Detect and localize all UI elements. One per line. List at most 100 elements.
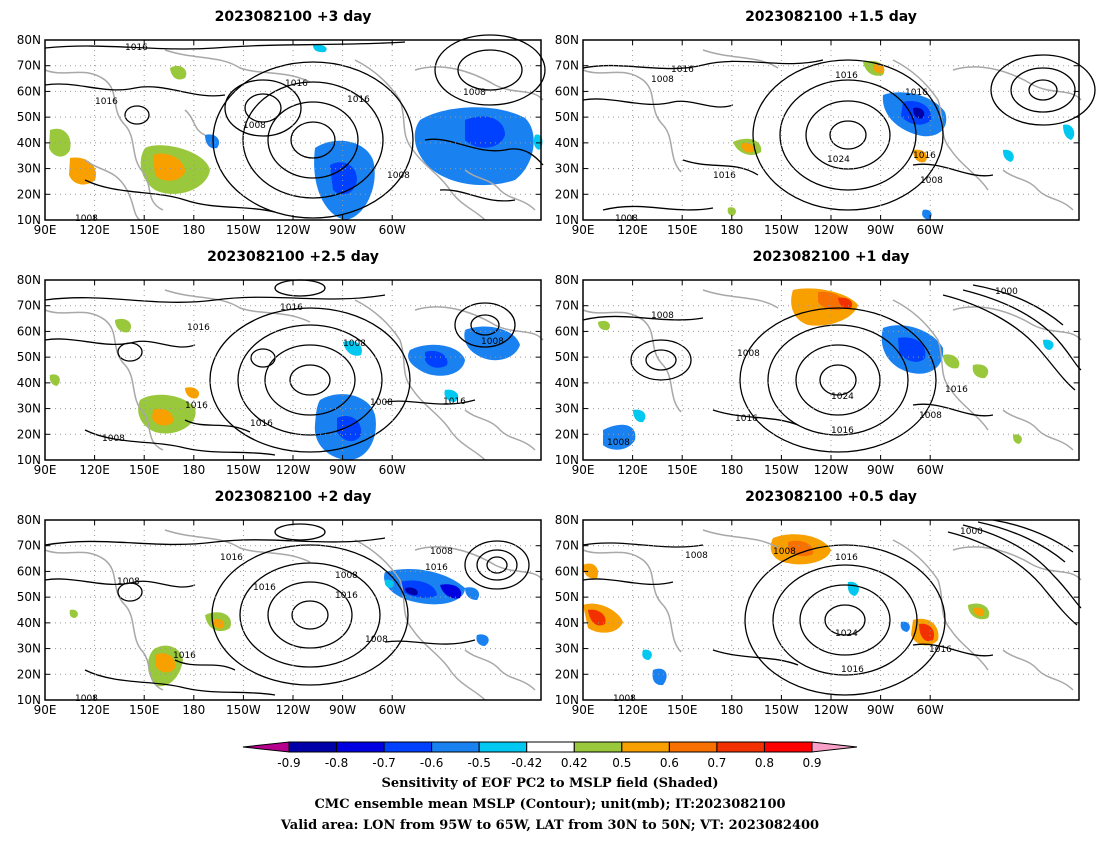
lat-tick-label: 70N [555,59,579,73]
lat-tick-label: 60N [555,564,579,578]
lon-tick-label: 120E [79,463,110,477]
lat-tick-label: 30N [17,162,41,176]
lon-tick-label: 90W [867,463,894,477]
colorbar-box [478,741,528,753]
lat-tick-label: 80N [17,33,41,47]
contour-label: 1016 [347,95,370,105]
contour-label: 1016 [250,419,273,429]
contour-label: 1000 [960,527,983,537]
contour-label: 1016 [913,151,936,161]
lat-tick-label: 20N [17,187,41,201]
colorbar-tick-label: 0.6 [660,756,679,770]
colorbar-tick-label: 0.7 [707,756,726,770]
contour-label: 1008 [117,577,140,587]
lat-tick-label: 30N [17,402,41,416]
colorbar-box [383,741,433,753]
lon-tick-label: 180 [182,463,205,477]
map-frame: 10N 20N 30N 40N 50N 60N 70N 80N 90E 120E 150E 180 15… [555,33,1080,237]
lon-tick-label: 120W [276,463,311,477]
contour-label: 1016 [187,323,210,333]
colorbar-box [621,741,670,753]
lon-tick-label: 60W [379,463,406,477]
shading-layer [583,534,990,686]
contour-labels: 1016 1016 1016 1016 1016 1008 1008 1008 … [75,547,453,704]
lon-tick-label: 120W [276,703,311,717]
contour-label: 1008 [651,75,674,85]
contour-label: 1016 [929,645,952,655]
coastline-layer [44,289,544,461]
contour-label: 1016 [835,71,858,81]
lon-tick-label: 150W [226,223,261,237]
contour-label: 1016 [425,563,448,573]
lon-tick-label: 120W [814,703,849,717]
colorbar-labels: -0.9 -0.8 -0.7 -0.6 -0.5 -0.42 0.42 0.5 0.6 0.7 0.… [277,756,821,770]
colorbar: -0.9 -0.8 -0.7 -0.6 -0.5 -0.42 0.42 0.5 0.6 0.7 0.… [242,741,858,770]
contour-label: 1008 [607,438,630,448]
lat-tick-label: 40N [17,136,41,150]
contour-label: 1008 [737,349,760,359]
lat-tick-label: 30N [17,642,41,656]
lon-tick-label: 120E [617,463,648,477]
contour-layer [582,54,1096,211]
colorbar-tick-label: -0.42 [511,756,542,770]
contour-label: 1016 [841,665,864,675]
lat-tick-label: 60N [555,84,579,98]
colorbar-box [336,741,385,753]
contour-label: 1008 [75,214,98,224]
colorbar-tick-label: 0.42 [561,756,588,770]
contour-label: 1008 [651,311,674,321]
map-panel-plus2-5day: 2023082100 +2.5 day [17,249,544,477]
contour-label: 1016 [173,651,196,661]
lat-tick-label: 80N [555,273,579,287]
contour-labels: 1000 1008 1008 1016 1024 1016 1016 1008 [613,527,983,704]
lon-tick-label: 120E [617,703,648,717]
lat-tick-label: 20N [555,667,579,681]
map-panel-plus1day: 2023082100 +1 day [555,249,1082,477]
lat-tick-label: 50N [17,590,41,604]
colorbar-tick-label: -0.8 [325,756,348,770]
lat-tick-label: 10N [17,453,41,467]
contour-label: 1008 [613,694,636,704]
contour-label: 1008 [335,571,358,581]
contour-label: 1008 [365,635,388,645]
shading-layer [49,44,543,220]
lat-tick-label: 60N [17,324,41,338]
lon-tick-label: 150E [667,703,698,717]
lat-tick-label: 50N [555,350,579,364]
lon-tick-label: 120W [814,463,849,477]
map-frame: 10N 20N 30N 40N 50N 60N 70N 80N 90E 120E 150E 180 15… [555,273,1080,477]
contour-labels: 1016 1016 1016 1016 1016 1008 1008 1008 … [102,303,504,444]
lon-tick-label: 60W [917,463,944,477]
colorbar-box [526,741,575,753]
coastline-layer [582,289,1082,451]
colorbar-tick-label: 0.8 [755,756,774,770]
contour-label: 1008 [481,337,504,347]
colorbar-box [431,741,480,753]
contour-label: 1016 [335,591,358,601]
map-frame: 10N 20N 30N 40N 50N 60N 70N 80N 90E 120E 150E 180 15… [555,513,1080,717]
colorbar-box [763,741,813,753]
lat-tick-label: 80N [17,513,41,527]
lat-tick-label: 60N [555,324,579,338]
lat-tick-label: 40N [17,376,41,390]
contour-label: 1016 [185,401,208,411]
lon-tick-label: 180 [182,703,205,717]
contour-layer [44,34,546,219]
lon-tick-label: 150E [129,463,160,477]
contour-layer [44,279,516,456]
lon-tick-label: 60W [379,703,406,717]
contour-layer [582,519,1082,696]
contour-label: 1016 [220,553,243,563]
contour-label: 1016 [835,553,858,563]
panel-title: 2023082100 +0.5 day [745,489,917,505]
lon-tick-label: 120W [276,223,311,237]
lat-tick-label: 80N [555,33,579,47]
lon-tick-label: 150W [226,463,261,477]
contour-label: 1008 [773,547,796,557]
map-panel-plus1-5day: 2023082100 +1.5 day [555,9,1096,237]
lat-tick-label: 30N [555,162,579,176]
contour-label: 1016 [735,414,758,424]
map-frame: 10N 20N 30N 40N 50N 60N 70N 80N 90E 120E 150E 180 15… [17,33,542,237]
coastline-layer [44,529,544,701]
